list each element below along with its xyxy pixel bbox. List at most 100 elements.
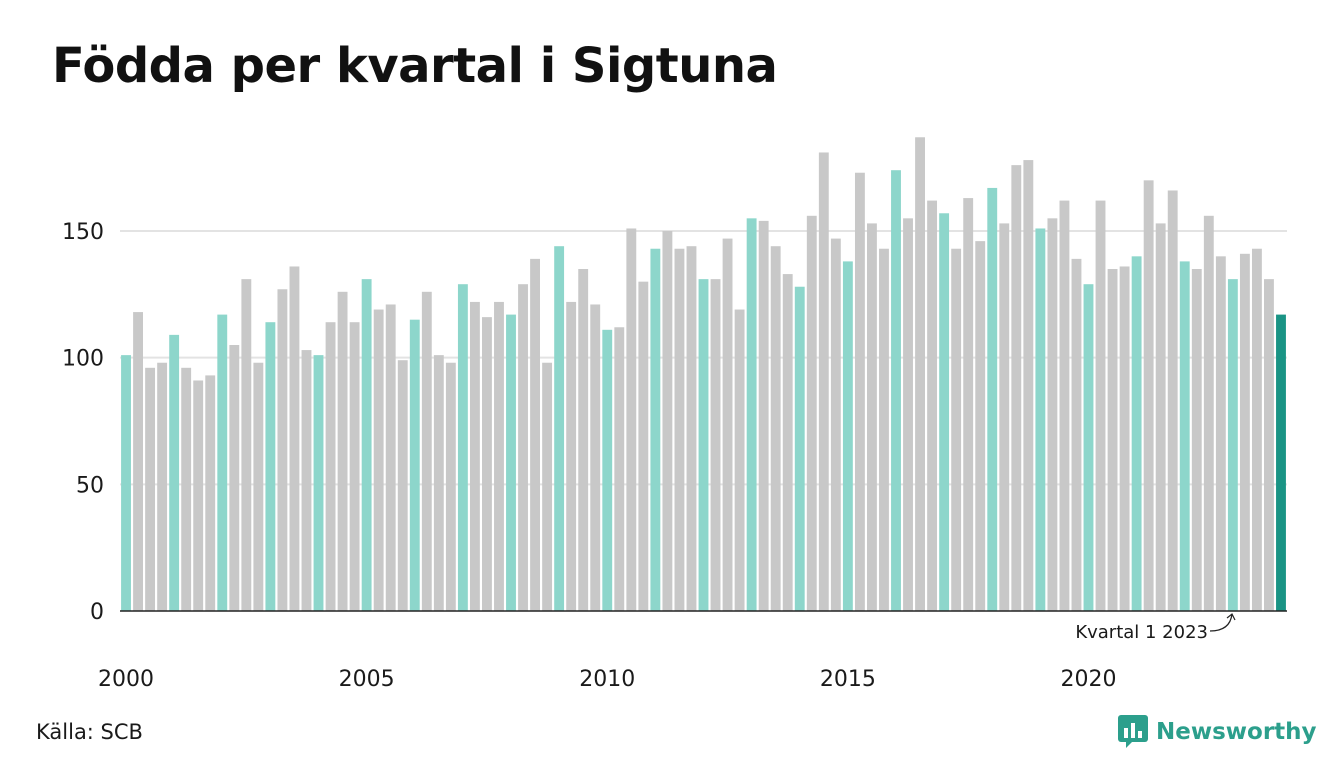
bar — [193, 380, 204, 611]
annotation-label: Kvartal 1 2023 — [1075, 622, 1208, 643]
bar — [1035, 228, 1046, 611]
bar — [578, 269, 589, 611]
bar — [999, 223, 1010, 611]
bar — [842, 261, 853, 611]
bar — [806, 215, 817, 612]
bar — [674, 248, 685, 612]
bar — [301, 350, 312, 611]
bar — [710, 279, 721, 611]
bar — [686, 246, 697, 611]
bar — [1059, 200, 1070, 611]
bar — [903, 218, 913, 611]
x-tick-label: 2015 — [820, 667, 876, 692]
bar — [975, 241, 986, 611]
bar — [818, 152, 829, 611]
y-tick-label: 100 — [62, 347, 104, 372]
bar — [361, 279, 372, 611]
bar — [169, 334, 180, 611]
bar — [1083, 284, 1094, 611]
bar — [602, 329, 613, 611]
brand-logo: Newsworthy — [1118, 712, 1317, 752]
bar — [217, 314, 228, 611]
newsworthy-logo-icon — [1118, 715, 1148, 748]
bar — [915, 137, 925, 611]
bar — [530, 258, 540, 611]
bar — [770, 246, 781, 611]
bar — [1071, 258, 1082, 611]
bar — [337, 291, 348, 611]
bar — [1179, 261, 1190, 611]
bars — [121, 137, 1286, 612]
bar — [205, 375, 216, 611]
bar — [145, 367, 156, 611]
bar — [1011, 165, 1022, 611]
bar — [133, 312, 143, 611]
bar — [1239, 253, 1250, 612]
bar — [722, 238, 733, 611]
bar — [457, 284, 468, 611]
bar — [482, 317, 492, 611]
bar — [121, 355, 131, 611]
bar — [638, 281, 649, 611]
bar — [963, 198, 974, 611]
y-axis-ticks: 0 50 100 150 — [62, 220, 104, 625]
bar — [157, 362, 168, 611]
bar — [782, 274, 793, 611]
bar — [373, 309, 384, 611]
bar — [891, 170, 901, 611]
bar — [1251, 248, 1262, 612]
bar — [1227, 279, 1238, 611]
bar — [241, 279, 252, 611]
bar — [1095, 200, 1106, 611]
brand-name: Newsworthy — [1156, 719, 1317, 745]
bar — [1191, 269, 1202, 611]
bar — [987, 187, 998, 611]
bar — [1047, 218, 1058, 611]
bar — [277, 289, 288, 611]
bar — [494, 301, 504, 611]
x-tick-label: 2005 — [339, 667, 395, 692]
bar — [590, 304, 601, 611]
y-tick-label: 0 — [90, 600, 104, 625]
bar — [758, 220, 769, 611]
x-tick-label: 2000 — [98, 667, 154, 692]
bar — [662, 231, 673, 611]
bar — [385, 304, 396, 611]
x-tick-label: 2020 — [1061, 667, 1117, 692]
bar — [566, 301, 577, 611]
bar — [1155, 223, 1166, 611]
bar — [469, 301, 480, 611]
y-tick-label: 50 — [76, 473, 104, 498]
bar — [794, 286, 805, 611]
bar — [289, 266, 300, 611]
bar — [1119, 266, 1130, 611]
bar — [1143, 180, 1154, 611]
bar — [879, 248, 889, 612]
bar — [1107, 269, 1118, 611]
bar — [1131, 256, 1142, 611]
annotation-arrow — [1209, 613, 1236, 632]
bar — [927, 200, 938, 611]
bar — [734, 309, 745, 611]
bar — [1203, 215, 1214, 612]
bar — [746, 218, 757, 611]
bar — [313, 355, 324, 611]
bar — [1167, 190, 1178, 611]
bar — [409, 319, 420, 611]
bar-latest — [1276, 314, 1286, 611]
bar — [1264, 279, 1274, 611]
bar — [1023, 160, 1034, 611]
x-axis-ticks: 2000 2005 2010 2015 2020 — [98, 667, 1117, 692]
bar — [253, 362, 264, 611]
bar — [181, 367, 192, 611]
bar — [951, 248, 962, 612]
bar — [1215, 256, 1226, 611]
bar — [542, 362, 553, 611]
bar — [554, 246, 565, 611]
bar — [265, 322, 276, 611]
bar — [867, 223, 877, 611]
chart-title: Födda per kvartal i Sigtuna — [52, 38, 778, 94]
bar — [445, 362, 456, 611]
source-note: Källa: SCB — [36, 720, 143, 744]
bar — [397, 360, 408, 611]
